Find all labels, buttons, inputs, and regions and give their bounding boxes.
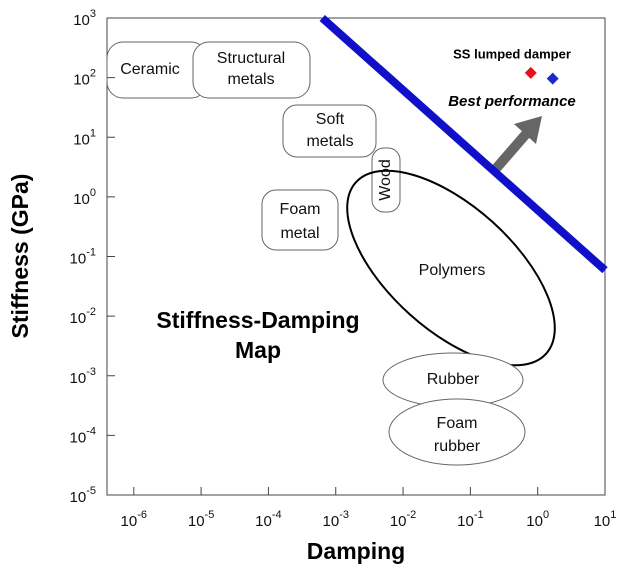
tick-base: 10 xyxy=(594,513,611,530)
tick-exponent: -4 xyxy=(86,425,96,437)
tick-base: 10 xyxy=(70,489,87,506)
tick-exponent: -1 xyxy=(86,246,96,258)
region-label: Foam xyxy=(280,201,321,218)
map-title: Stiffness-Damping xyxy=(156,307,359,333)
tick-exponent: -2 xyxy=(86,306,96,318)
tick-exponent: -5 xyxy=(205,509,215,521)
region-label: Soft xyxy=(316,111,345,128)
region-label: Ceramic xyxy=(120,61,180,78)
tick-base: 10 xyxy=(70,429,87,446)
tick-label: 100 xyxy=(526,509,549,530)
tick-exponent: 3 xyxy=(90,8,96,20)
tick-base: 10 xyxy=(188,513,205,530)
region-label: Rubber xyxy=(427,371,480,388)
region-label: Polymers xyxy=(419,262,486,279)
arrow-shaft xyxy=(489,130,530,176)
tick-base: 10 xyxy=(323,513,340,530)
tick-exponent: 0 xyxy=(90,187,96,199)
region-foam-rubber xyxy=(388,398,526,466)
tick-label: 10-3 xyxy=(70,366,96,387)
tick-base: 10 xyxy=(457,513,474,530)
tick-exponent: -1 xyxy=(474,509,484,521)
point xyxy=(524,66,537,79)
tick-exponent: -4 xyxy=(272,509,282,521)
tick-label: 10-2 xyxy=(390,509,416,530)
region-foam-metal xyxy=(261,189,339,251)
tick-label: 100 xyxy=(73,187,96,208)
legend-label: SS lumped damper xyxy=(453,46,571,61)
tick-label: 10-3 xyxy=(323,509,349,530)
region-label: metals xyxy=(227,71,274,88)
tick-base: 10 xyxy=(121,513,138,530)
region-structural-metals xyxy=(192,41,311,99)
tick-exponent: 1 xyxy=(90,127,96,139)
tick-label: 103 xyxy=(73,8,96,29)
region-label: rubber xyxy=(434,438,481,455)
tick-base: 10 xyxy=(73,131,90,148)
tick-label: 101 xyxy=(73,127,96,148)
region-polymers xyxy=(346,169,556,367)
boundary-label: Best performance xyxy=(448,93,576,110)
tick-base: 10 xyxy=(70,310,87,327)
tick-base: 10 xyxy=(70,250,87,267)
region-soft-metals xyxy=(282,104,377,158)
tick-exponent: 2 xyxy=(90,68,96,80)
x-axis-label: Damping xyxy=(307,538,405,564)
tick-base: 10 xyxy=(526,513,543,530)
region-wood xyxy=(371,147,401,213)
tick-label: 10-6 xyxy=(121,509,147,530)
tick-label: 101 xyxy=(594,509,617,530)
region-label: Structural xyxy=(217,50,285,67)
tick-label: 10-2 xyxy=(70,306,96,327)
tick-base: 10 xyxy=(255,513,272,530)
tick-label: 10-1 xyxy=(70,246,96,267)
tick-base: 10 xyxy=(70,370,87,387)
tick-base: 10 xyxy=(73,12,90,29)
tick-exponent: -2 xyxy=(407,509,417,521)
tick-label: 102 xyxy=(73,68,96,89)
region-label: metals xyxy=(306,133,353,150)
tick-exponent: 1 xyxy=(610,509,616,521)
tick-exponent: -3 xyxy=(339,509,349,521)
tick-base: 10 xyxy=(390,513,407,530)
tick-label: 10-4 xyxy=(70,425,96,446)
y-axis-label: Stiffness (GPa) xyxy=(7,174,33,339)
region-label: Wood xyxy=(377,159,394,201)
tick-label: 10-1 xyxy=(457,509,483,530)
tick-exponent: -6 xyxy=(137,509,147,521)
point xyxy=(546,72,559,85)
map-title: Map xyxy=(235,337,281,363)
tick-label: 10-5 xyxy=(188,509,214,530)
region-label: Foam xyxy=(437,415,478,432)
tick-exponent: -5 xyxy=(86,485,96,497)
region-label: metal xyxy=(280,225,319,242)
tick-label: 10-4 xyxy=(255,509,281,530)
tick-label: 10-5 xyxy=(70,485,96,506)
tick-base: 10 xyxy=(73,191,90,208)
tick-exponent: 0 xyxy=(543,509,549,521)
tick-exponent: -3 xyxy=(86,366,96,378)
tick-base: 10 xyxy=(73,72,90,89)
arrow-head xyxy=(514,116,542,144)
boundary-line xyxy=(319,15,608,274)
